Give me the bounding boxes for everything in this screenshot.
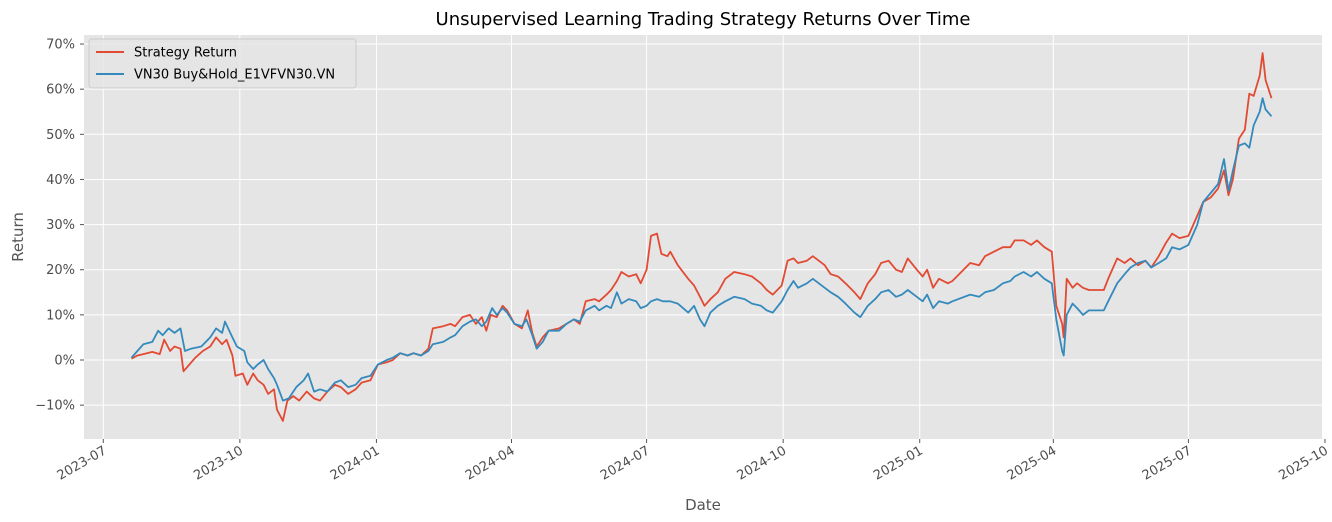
x-axis-ticks: 2023-07 2023-10 2024-01 2024-04 2024-07 2024-… [55,439,1331,484]
chart-title: Unsupervised Learning Trading Strategy R… [436,9,971,30]
series-line-vn30-buy-hold [130,97,1273,402]
legend-box [88,38,357,89]
legend: Strategy Return VN30 Buy&Hold_E1VFVN30.V… [88,38,357,89]
y-tick-label: 50% [46,128,75,143]
x-tick-label: 2025-07 [1140,443,1195,483]
x-tick-label: 2024-04 [463,443,518,483]
x-tick-label: 2023-10 [191,443,246,483]
y-tick-label: 70% [46,38,75,53]
series-lines [130,52,1273,422]
x-tick-label: 2025-10 [1276,443,1331,483]
x-tick-label: 2023-07 [55,443,110,483]
y-tick-label: 20% [46,263,75,278]
y-tick-label: 10% [46,308,75,323]
x-tick-label: 2024-01 [328,443,383,483]
x-tick-label: 2025-01 [871,443,926,483]
x-tick-label: 2024-07 [598,443,653,483]
x-tick-label: 2024-10 [735,443,790,483]
legend-label-vn30-buy-hold: VN30 Buy&Hold_E1VFVN30.VN [134,68,335,83]
y-tick-label: −10% [35,399,75,414]
y-tick-label: 40% [46,173,75,188]
grid-lines [84,35,1326,439]
y-tick-label: 0% [54,354,75,369]
x-axis-title: Date [685,496,721,514]
legend-label-strategy-return: Strategy Return [134,46,237,61]
series-line-strategy-return [131,52,1273,422]
x-tick-label: 2025-04 [1005,443,1060,483]
y-tick-label: 30% [46,218,75,233]
y-tick-label: 60% [46,83,75,98]
y-axis-ticks: −10% 0% 10% 20% 30% 40% 50% 60% 70% [35,38,84,414]
y-axis-title: Return [9,212,27,262]
plot-area [84,35,1322,439]
